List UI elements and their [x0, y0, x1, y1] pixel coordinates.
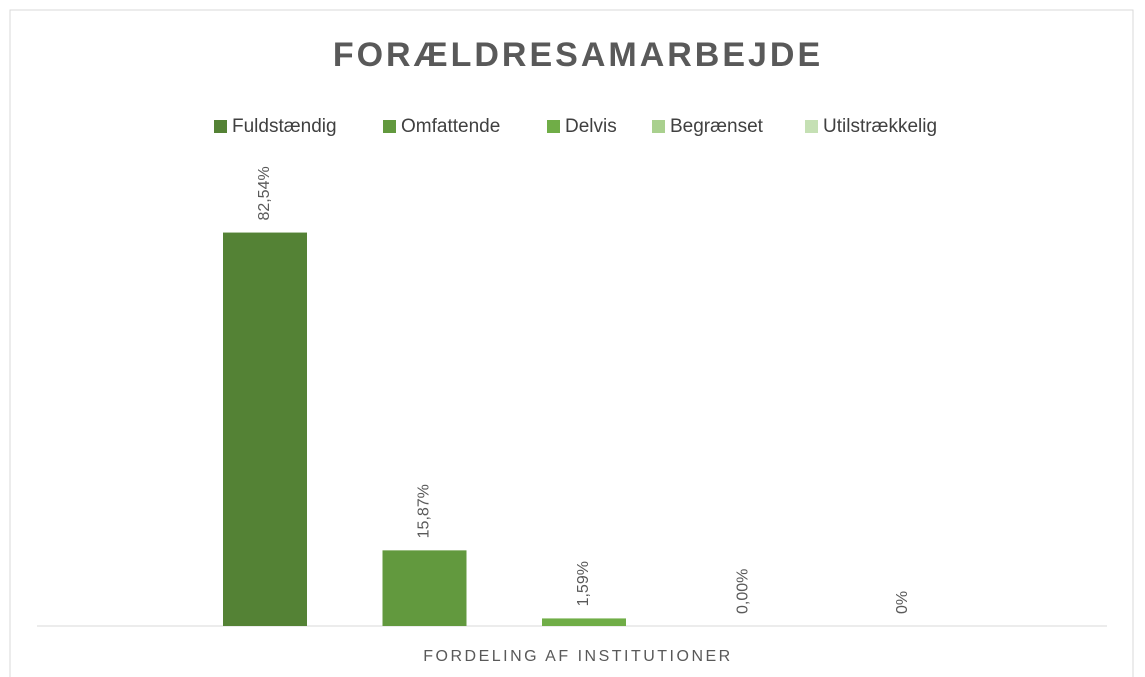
bar — [542, 618, 626, 626]
data-label: 15,87% — [416, 484, 433, 538]
data-label: 0% — [894, 591, 911, 614]
bar — [223, 232, 307, 626]
data-label: 0,00% — [735, 569, 752, 614]
bar — [382, 550, 467, 626]
data-label: 1,59% — [575, 561, 592, 606]
legend-label: Begrænset — [670, 116, 764, 137]
legend-label: Omfattende — [401, 116, 500, 137]
chart-border — [9, 9, 1134, 677]
x-axis-label: FORDELING AF INSTITUTIONER — [423, 648, 732, 665]
legend-swatch — [547, 120, 560, 133]
chart-title: FORÆLDRESAMARBEJDE — [333, 36, 823, 74]
legend-swatch — [214, 120, 227, 133]
legend-label: Utilstrækkelig — [823, 116, 937, 137]
legend-label: Fuldstændig — [232, 116, 337, 137]
legend-swatch — [652, 120, 665, 133]
legend-label: Delvis — [565, 116, 617, 137]
legend-swatch — [805, 120, 818, 133]
data-label: 82,54% — [256, 166, 273, 220]
legend-swatch — [383, 120, 396, 133]
